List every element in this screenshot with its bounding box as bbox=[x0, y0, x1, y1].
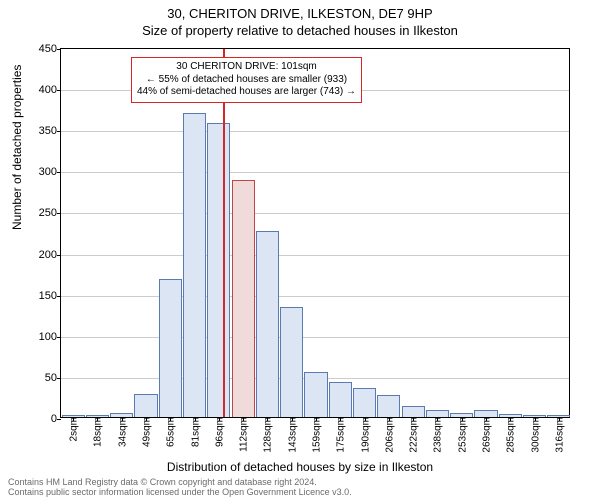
xtick-label: 2sqm bbox=[67, 417, 80, 441]
xtick-label: 175sqm bbox=[334, 417, 347, 453]
histogram-bar bbox=[159, 279, 182, 417]
xtick-label: 316sqm bbox=[552, 417, 565, 453]
xtick-label: 206sqm bbox=[382, 417, 395, 453]
chart-area: 0501001502002503003504004502sqm18sqm34sq… bbox=[60, 48, 570, 418]
xtick-label: 253sqm bbox=[455, 417, 468, 453]
xtick-label: 222sqm bbox=[407, 417, 420, 453]
xtick-label: 128sqm bbox=[261, 417, 274, 453]
xtick-label: 143sqm bbox=[285, 417, 298, 453]
ytick-label: 350 bbox=[39, 125, 61, 137]
annotation-line: 30 CHERITON DRIVE: 101sqm bbox=[137, 61, 356, 74]
gridline bbox=[61, 296, 569, 297]
highlight-line bbox=[223, 49, 225, 417]
gridline bbox=[61, 213, 569, 214]
xtick-label: 34sqm bbox=[115, 417, 128, 447]
xtick-label: 65sqm bbox=[164, 417, 177, 447]
ytick-label: 100 bbox=[39, 331, 61, 343]
xtick-label: 81sqm bbox=[188, 417, 201, 447]
gridline bbox=[61, 337, 569, 338]
page-subtitle: Size of property relative to detached ho… bbox=[0, 21, 600, 38]
xtick-label: 159sqm bbox=[310, 417, 323, 453]
annotation-box: 30 CHERITON DRIVE: 101sqm← 55% of detach… bbox=[131, 57, 362, 103]
histogram-bar bbox=[207, 123, 230, 417]
x-axis-label: Distribution of detached houses by size … bbox=[0, 460, 600, 474]
xtick-label: 269sqm bbox=[480, 417, 493, 453]
histogram-bar bbox=[304, 372, 327, 417]
ytick-label: 50 bbox=[45, 372, 61, 384]
xtick-label: 96sqm bbox=[212, 417, 225, 447]
ytick-label: 300 bbox=[39, 166, 61, 178]
gridline bbox=[61, 172, 569, 173]
xtick-label: 112sqm bbox=[237, 417, 250, 452]
disclaimer-text: Contains HM Land Registry data © Crown c… bbox=[8, 478, 352, 498]
histogram-bar bbox=[256, 231, 279, 417]
xtick-label: 49sqm bbox=[140, 417, 153, 447]
ytick-label: 400 bbox=[39, 84, 61, 96]
histogram-bar-highlight bbox=[232, 180, 255, 417]
histogram-bar bbox=[134, 394, 157, 417]
ytick-label: 150 bbox=[39, 290, 61, 302]
annotation-line: 44% of semi-detached houses are larger (… bbox=[137, 86, 356, 99]
xtick-label: 18sqm bbox=[91, 417, 104, 447]
annotation-line: ← 55% of detached houses are smaller (93… bbox=[137, 74, 356, 87]
xtick-label: 238sqm bbox=[431, 417, 444, 453]
ytick-label: 250 bbox=[39, 207, 61, 219]
histogram-bar bbox=[329, 382, 352, 417]
histogram-bar bbox=[183, 113, 206, 417]
ytick-label: 0 bbox=[51, 413, 61, 425]
disclaimer-line: Contains public sector information licen… bbox=[8, 488, 352, 498]
histogram-bar bbox=[353, 388, 376, 417]
histogram-bar bbox=[377, 395, 400, 417]
xtick-label: 285sqm bbox=[504, 417, 517, 453]
page-title-address: 30, CHERITON DRIVE, ILKESTON, DE7 9HP bbox=[0, 0, 600, 21]
y-axis-label: Number of detached properties bbox=[10, 65, 24, 230]
xtick-label: 300sqm bbox=[528, 417, 541, 453]
gridline bbox=[61, 131, 569, 132]
ytick-label: 200 bbox=[39, 249, 61, 261]
xtick-label: 190sqm bbox=[358, 417, 371, 453]
ytick-label: 450 bbox=[39, 43, 61, 55]
gridline bbox=[61, 255, 569, 256]
histogram-bar bbox=[280, 307, 303, 417]
histogram-bar bbox=[402, 406, 425, 417]
plot-area: 0501001502002503003504004502sqm18sqm34sq… bbox=[60, 48, 570, 418]
